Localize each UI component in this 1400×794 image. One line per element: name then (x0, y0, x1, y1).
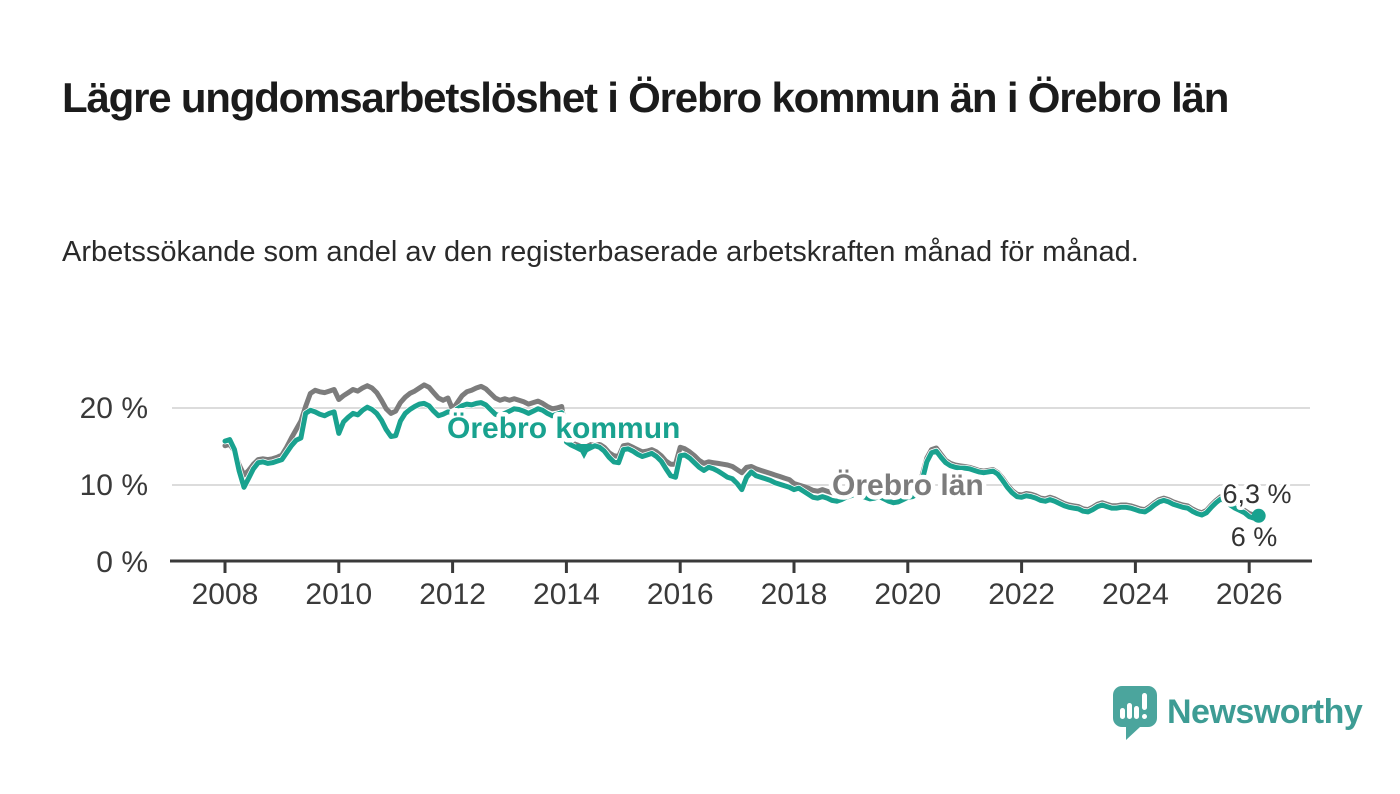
x-tick-label: 2014 (533, 578, 600, 611)
y-axis-label: 20 % (80, 392, 148, 425)
end-value-lan: 6,3 % (1222, 479, 1291, 509)
x-tick-label: 2016 (647, 578, 714, 611)
x-tick-label: 2026 (1216, 578, 1283, 611)
chart-subtitle: Arbetssökande som andel av den registerb… (62, 236, 1139, 268)
x-tick-label: 2010 (305, 578, 372, 611)
x-tick-label: 2024 (1102, 578, 1169, 611)
series-label-lan: Örebro län (832, 469, 984, 502)
bar-chart-exclamation-icon (1120, 693, 1147, 719)
chart-title: Lägre ungdomsarbetslöshet i Örebro kommu… (62, 74, 1229, 121)
x-tick-label: 2020 (874, 578, 941, 611)
series-lines (221, 382, 1266, 523)
x-axis: 2008 2010 2012 2014 2016 2018 2020 2022 2024 2026 (170, 559, 1312, 611)
y-axis-label: 10 % (80, 469, 148, 502)
logo-text: Newsworthy (1167, 693, 1363, 731)
series-label-kommun-arrow-icon (576, 444, 592, 459)
x-tick-label: 2022 (988, 578, 1055, 611)
series-line-kommun (222, 400, 1262, 521)
series-label-kommun: Örebro kommun (447, 412, 680, 445)
x-tick-label: 2008 (192, 578, 259, 611)
series-line-lan (222, 382, 1262, 518)
x-tick-label: 2018 (761, 578, 828, 611)
y-axis-labels: 0 % 10 % 20 % (80, 392, 148, 579)
end-value-kommun: 6 % (1231, 522, 1278, 552)
x-tick-label: 2012 (419, 578, 486, 611)
series-end-dot (1251, 508, 1266, 523)
newsworthy-logo: Newsworthy (1113, 686, 1363, 740)
y-axis-label: 0 % (96, 546, 148, 579)
